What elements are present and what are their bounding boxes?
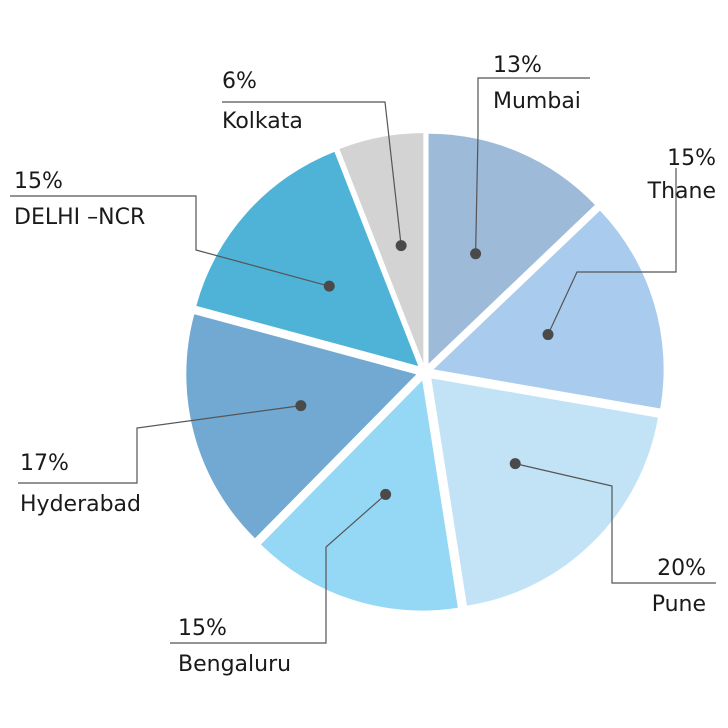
pie-slice-thane: [433, 210, 664, 409]
leader-dot: [542, 329, 554, 341]
leader-line: [170, 493, 387, 644]
leader-dot: [470, 248, 482, 260]
slice-category-label: Thane: [647, 179, 716, 204]
pie-slice-delhi-ncr: [196, 151, 419, 366]
leader-dot: [323, 280, 335, 292]
label-leaders: [10, 77, 716, 644]
pie-slice-mumbai: [428, 133, 595, 364]
slice-value-label: 6%: [222, 69, 257, 94]
slice-category-label: Mumbai: [493, 89, 581, 114]
leader-line: [10, 195, 330, 287]
slice-category-label: Hyderabad: [20, 492, 141, 517]
leader-dot: [295, 400, 307, 412]
pie-slice-hyderabad: [186, 314, 417, 539]
leader-dot: [395, 240, 407, 252]
leader-line: [222, 101, 402, 246]
slice-value-label: 15%: [667, 146, 716, 171]
slice-category-label: Kolkata: [222, 109, 303, 134]
pie-slices: [186, 133, 664, 611]
slice-category-label: Bengaluru: [178, 652, 291, 677]
pie-slice-bengaluru: [260, 380, 458, 611]
leader-dot: [509, 458, 521, 470]
slice-labels: 13% Mumbai 15% Thane 20% Pune 15% Bengaluru 17% H…: [14, 53, 716, 677]
slice-value-label: 17%: [20, 451, 69, 476]
leader-dot: [380, 488, 392, 500]
slice-category-label: Pune: [652, 592, 706, 617]
slice-value-label: 20%: [657, 556, 706, 581]
leader-line: [515, 463, 716, 584]
leader-line: [474, 77, 590, 254]
slice-value-label: 15%: [178, 616, 227, 641]
leader-line: [547, 168, 677, 335]
slice-value-label: 15%: [14, 169, 63, 194]
pie-slice-kolkata: [339, 133, 424, 364]
slice-value-label: 13%: [493, 53, 542, 78]
slice-category-label: DELHI –NCR: [14, 205, 145, 230]
pie-slice-pune: [431, 378, 658, 606]
leader-line: [18, 405, 301, 484]
